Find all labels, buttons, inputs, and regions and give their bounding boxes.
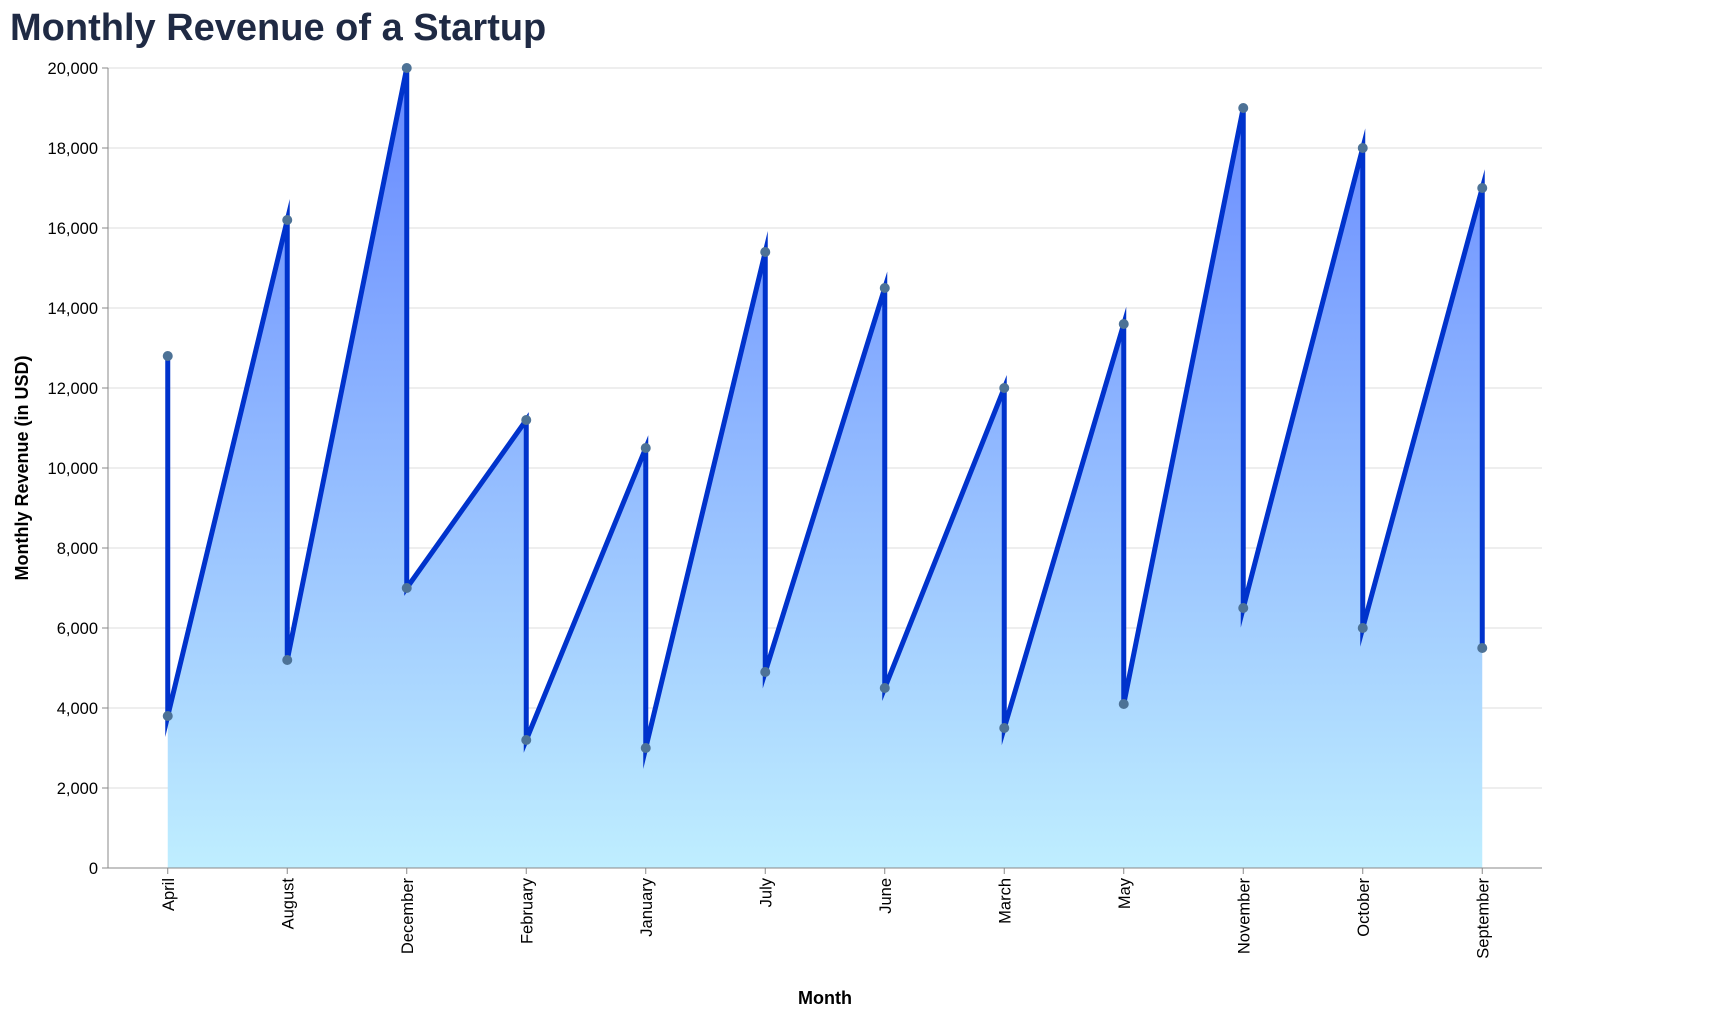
- x-tick-label: September: [1474, 878, 1492, 959]
- data-point: [401, 583, 412, 593]
- data-point: [1238, 103, 1249, 113]
- y-tick-label: 8,000: [57, 540, 98, 558]
- chart-title: Monthly Revenue of a Startup: [10, 7, 546, 49]
- data-point: [879, 283, 890, 293]
- data-point: [162, 351, 173, 361]
- data-points: [162, 63, 1488, 753]
- data-point: [282, 655, 293, 665]
- y-tick-label: 10,000: [48, 460, 98, 478]
- x-tick-label: January: [638, 877, 656, 936]
- x-tick-label: February: [518, 877, 536, 944]
- data-point: [521, 735, 532, 745]
- x-tick-label: June: [877, 878, 895, 914]
- y-tick-label: 18,000: [48, 140, 98, 158]
- data-point: [640, 443, 651, 453]
- data-point: [1357, 143, 1368, 153]
- y-tick-label: 2,000: [57, 780, 98, 798]
- y-tick-label: 12,000: [48, 380, 98, 398]
- x-tick-label: November: [1235, 878, 1253, 955]
- x-tick-label: August: [279, 878, 297, 930]
- x-tick-label: December: [399, 878, 417, 955]
- y-tick-label: 20,000: [48, 60, 98, 78]
- axes: 0 2,000 4,000 6,000 8,000 10,000 12,000 14,000 1…: [48, 60, 1542, 959]
- revenue-area: [167, 68, 1483, 868]
- y-axis-title: Monthly Revenue (in USD): [12, 355, 32, 580]
- data-point: [1118, 699, 1129, 709]
- y-tick-label: 4,000: [57, 700, 98, 718]
- x-tick-label: March: [996, 878, 1014, 924]
- data-point: [401, 63, 412, 73]
- x-tick-label: May: [1116, 877, 1134, 909]
- y-tick-label: 6,000: [57, 620, 98, 638]
- data-point: [999, 723, 1010, 733]
- x-tick-label: April: [160, 878, 178, 911]
- y-tick-label: 0: [89, 860, 98, 878]
- data-point: [760, 667, 771, 677]
- data-point: [282, 215, 293, 225]
- data-point: [1357, 623, 1368, 633]
- data-point: [879, 683, 890, 693]
- data-point: [999, 383, 1010, 393]
- data-point: [760, 247, 771, 257]
- data-point: [1118, 319, 1129, 329]
- x-axis-title: Month: [798, 988, 852, 1008]
- revenue-line: [165, 67, 1485, 770]
- y-tick-label: 14,000: [48, 300, 98, 318]
- data-point: [162, 711, 173, 721]
- data-point: [521, 415, 532, 425]
- x-tick-label: July: [757, 877, 775, 907]
- data-point: [1477, 183, 1488, 193]
- data-point: [1238, 603, 1249, 613]
- x-tick-label: October: [1355, 878, 1373, 937]
- y-tick-label: 16,000: [48, 220, 98, 238]
- series-line-group: [165, 67, 1485, 770]
- area-fill: [167, 68, 1483, 868]
- data-point: [1477, 643, 1488, 653]
- data-point: [640, 743, 651, 753]
